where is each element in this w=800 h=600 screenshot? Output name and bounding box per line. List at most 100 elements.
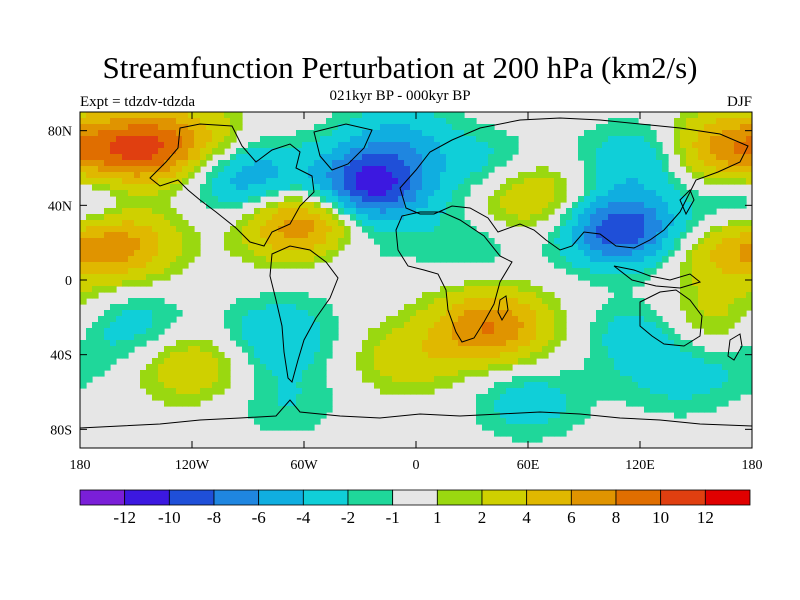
contour-cell [146, 154, 153, 161]
contour-cell [644, 316, 651, 323]
contour-cell [638, 208, 645, 215]
contour-cell [158, 382, 165, 389]
contour-cell [218, 166, 225, 173]
contour-cell [548, 376, 555, 383]
contour-cell [278, 166, 285, 173]
contour-cell [110, 136, 117, 143]
contour-cell [110, 220, 117, 227]
contour-cell [596, 316, 603, 323]
contour-cell [632, 400, 639, 407]
contour-cell [152, 112, 159, 119]
contour-cell [290, 148, 297, 155]
contour-cell [296, 172, 303, 179]
contour-cell [272, 154, 279, 161]
contour-cell [662, 382, 669, 389]
contour-cell [86, 370, 93, 377]
contour-cell [194, 250, 201, 257]
contour-cell [146, 208, 153, 215]
contour-cell [500, 388, 507, 395]
contour-cell [686, 358, 693, 365]
contour-cell [296, 136, 303, 143]
contour-cell [674, 190, 681, 197]
contour-cell [350, 214, 357, 221]
contour-cell [674, 148, 681, 155]
contour-cell [608, 196, 615, 203]
contour-cell [566, 406, 573, 413]
contour-cell [296, 154, 303, 161]
contour-cell [194, 382, 201, 389]
contour-cell [92, 184, 99, 191]
contour-cell [332, 220, 339, 227]
contour-cell [188, 112, 195, 119]
contour-cell [602, 202, 609, 209]
contour-cell [452, 148, 459, 155]
contour-cell [278, 394, 285, 401]
contour-cell [260, 394, 267, 401]
contour-cell [482, 346, 489, 353]
contour-cell [518, 376, 525, 383]
contour-cell [290, 142, 297, 149]
contour-cell [620, 124, 627, 131]
contour-cell [440, 208, 447, 215]
contour-cell [110, 190, 117, 197]
contour-cell [170, 226, 177, 233]
contour-cell [470, 292, 477, 299]
contour-cell [230, 238, 237, 245]
contour-cell [308, 244, 315, 251]
contour-cell [386, 328, 393, 335]
contour-cell [80, 142, 87, 149]
contour-cell [296, 376, 303, 383]
contour-cell [128, 244, 135, 251]
contour-cell [266, 262, 273, 269]
contour-cell [254, 172, 261, 179]
contour-cell [254, 226, 261, 233]
contour-cell [494, 148, 501, 155]
contour-cell [128, 250, 135, 257]
contour-cell [452, 286, 459, 293]
contour-cell [680, 364, 687, 371]
contour-cell [476, 130, 483, 137]
contour-cell [584, 214, 591, 221]
contour-cell [314, 304, 321, 311]
contour-cell [410, 184, 417, 191]
contour-cell [146, 166, 153, 173]
contour-cell [728, 262, 735, 269]
contour-cell [86, 292, 93, 299]
contour-cell [614, 364, 621, 371]
contour-cell [392, 250, 399, 257]
contour-cell [740, 376, 747, 383]
contour-cell [296, 358, 303, 365]
contour-cell [536, 208, 543, 215]
contour-cell [440, 358, 447, 365]
contour-cell [368, 124, 375, 131]
contour-cell [290, 226, 297, 233]
contour-cell [344, 112, 351, 119]
contour-cell [482, 130, 489, 137]
contour-cell [692, 202, 699, 209]
contour-cell [440, 334, 447, 341]
contour-cell [308, 376, 315, 383]
contour-cell [680, 196, 687, 203]
contour-cell [704, 148, 711, 155]
contour-cell [128, 118, 135, 125]
contour-cell [392, 232, 399, 239]
contour-cell [158, 358, 165, 365]
contour-cell [638, 244, 645, 251]
contour-cell [698, 256, 705, 263]
contour-cell [506, 292, 513, 299]
contour-cell [434, 232, 441, 239]
contour-cell [638, 310, 645, 317]
contour-cell [728, 112, 735, 119]
contour-cell [176, 238, 183, 245]
contour-cell [206, 112, 213, 119]
contour-cell [434, 364, 441, 371]
contour-cell [290, 418, 297, 425]
contour-cell [284, 172, 291, 179]
contour-cell [518, 286, 525, 293]
contour-cell [530, 334, 537, 341]
contour-cell [458, 166, 465, 173]
contour-cell [212, 190, 219, 197]
contour-cell [104, 220, 111, 227]
contour-cell [122, 160, 129, 167]
contour-cell [236, 190, 243, 197]
